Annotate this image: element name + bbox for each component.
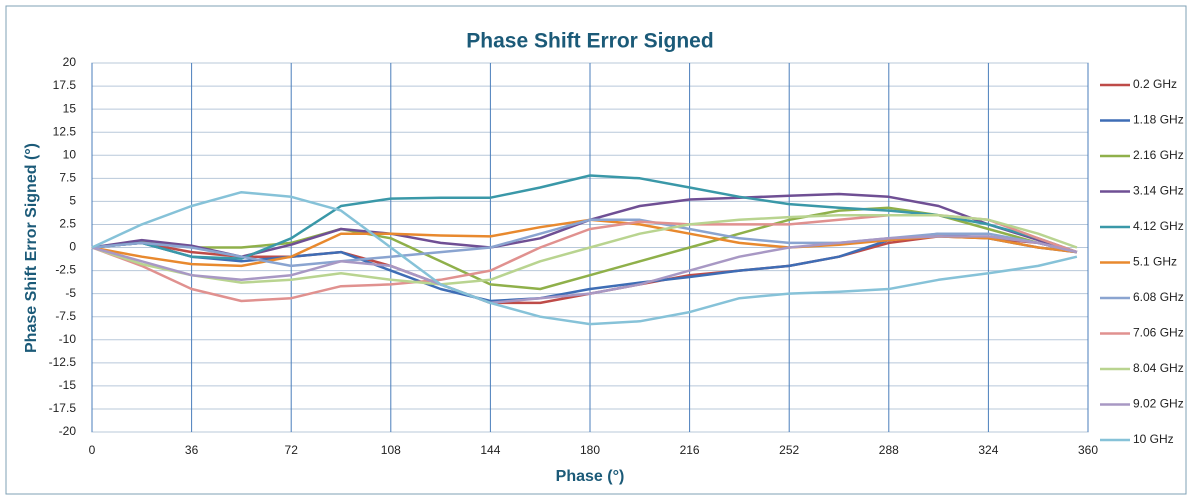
y-tick-label: -17.5 [49,401,77,415]
y-tick-label: 17.5 [53,78,77,92]
x-tick-label: 144 [480,443,500,457]
legend-label: 9.02 GHz [1133,397,1184,411]
y-tick-label: 5 [69,194,76,208]
x-tick-label: 108 [381,443,401,457]
legend-label: 3.14 GHz [1133,184,1184,198]
y-axis-title: Phase Shift Error Signed (°) [23,143,40,353]
y-tick-label: 0 [69,240,76,254]
legend-label: 4.12 GHz [1133,219,1184,233]
legend-label: 2.16 GHz [1133,148,1184,162]
x-tick-label: 0 [89,443,96,457]
y-tick-label: -2.5 [55,263,76,277]
legend-label: 7.06 GHz [1133,326,1184,340]
y-tick-label: -12.5 [49,355,77,369]
x-axis-title: Phase (°) [556,468,625,485]
x-tick-label: 72 [285,443,299,457]
x-tick-label: 36 [185,443,199,457]
legend-label: 0.2 GHz [1133,77,1177,91]
series-line [91,235,1078,305]
legend-label: 1.18 GHz [1133,113,1184,127]
legend-label: 8.04 GHz [1133,361,1184,375]
series-line [91,190,1078,326]
y-tick-label: 2.5 [59,217,76,231]
x-tick-label: 180 [580,443,600,457]
x-tick-label: 216 [680,443,700,457]
series-line [91,218,1078,268]
legend-label: 6.08 GHz [1133,290,1184,304]
y-tick-label: 15 [63,101,77,115]
y-tick-label: -7.5 [55,309,76,323]
y-tick-label: -15 [59,378,77,392]
x-tick-label: 360 [1078,443,1098,457]
series-line [91,213,1078,286]
x-tick-label: 324 [978,443,998,457]
legend-label: 5.1 GHz [1133,255,1177,269]
y-tick-label: 20 [63,55,77,69]
series-line [91,174,1078,260]
x-tick-label: 288 [879,443,899,457]
y-tick-label: -5 [65,286,76,300]
y-tick-label: 10 [63,147,77,161]
x-tick-label: 252 [779,443,799,457]
legend-label: 10 GHz [1133,432,1174,446]
y-tick-label: 12.5 [53,124,77,138]
y-tick-label: 7.5 [59,170,76,184]
y-tick-label: -20 [59,424,77,438]
chart-title: Phase Shift Error Signed [466,30,713,53]
y-tick-label: -10 [59,332,77,346]
